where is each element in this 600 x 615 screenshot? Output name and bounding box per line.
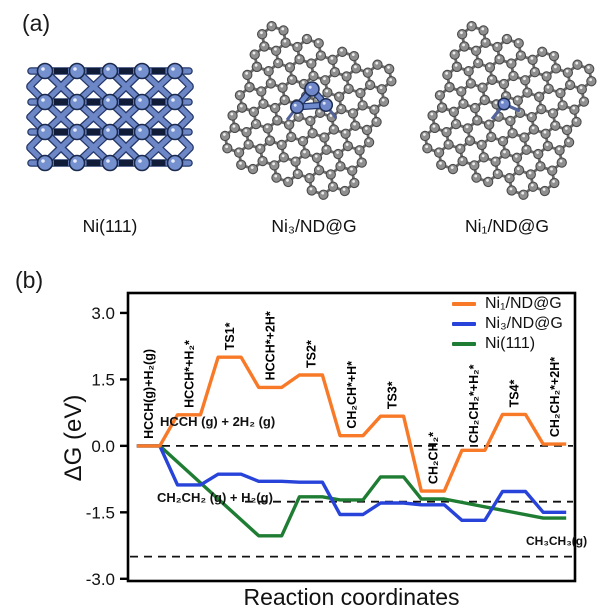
state-label-8: CH₂CH₂*+H₂*	[467, 364, 481, 443]
y-tick-label-2: 0.0	[91, 437, 115, 456]
ni3-cluster	[285, 81, 338, 121]
state-label-7: CH₂CH₂*	[426, 432, 440, 484]
series-line-2	[136, 444, 567, 538]
ni3-ndg-graphene	[219, 21, 397, 200]
state-label-1: HCCH*+H₂*	[182, 340, 196, 408]
state-label-5: CH₂CH*+H*	[345, 361, 359, 429]
legend-swatch-ni1-ndg	[452, 302, 476, 306]
series-line-1	[136, 444, 567, 522]
panel-b-label: (b)	[15, 267, 44, 293]
state-label-2: TS1*	[223, 322, 237, 350]
panel-a-structures	[26, 21, 597, 200]
ni1-atom	[490, 97, 521, 120]
y-tick-label-4: -3.0	[86, 570, 115, 589]
legend-swatch-ni111	[452, 342, 476, 346]
state-label-10: CH₂CH₂*+2H*	[548, 357, 562, 437]
legend-item-ni3-ndg: Ni₃/ND@G	[452, 314, 563, 334]
chart-legend: Ni₁/ND@G Ni₃/ND@G Ni(111)	[452, 294, 563, 354]
legend-swatch-ni3-ndg	[452, 322, 476, 326]
annotation-ch2ch2-h2-level: CH₂CH₂ (g) + H₂(g)	[157, 490, 273, 505]
state-label-9: TS4*	[508, 379, 522, 407]
state-label-6: TS3*	[386, 381, 400, 409]
y-tick-label-0: 3.0	[91, 304, 115, 323]
ni1-ndg-caption: Ni₁/ND@G	[465, 216, 549, 236]
legend-label-ni1-ndg: Ni₁/ND@G	[485, 295, 562, 312]
state-label-3: HCCH*+2H*	[264, 311, 278, 380]
series-line-0	[136, 355, 567, 493]
y-tick-label-3: -1.5	[86, 503, 115, 522]
plot-frame	[126, 291, 577, 583]
ni3-ndg-caption: Ni₃/ND@G	[271, 216, 357, 236]
annotation-hcch-2h2-level: HCCH (g) + 2H₂ (g)	[160, 414, 276, 429]
legend-item-ni111: Ni(111)	[452, 334, 563, 354]
legend-label-ni111: Ni(111)	[485, 335, 536, 352]
legend-item-ni1-ndg: Ni₁/ND@G	[452, 294, 563, 314]
free-energy-chart: 3.0 1.5 0.0 -1.5 -3.0 HCCH(g)+H₂(g) HCCH*+H₂* T…	[86, 291, 577, 589]
y-tick-label-1: 1.5	[91, 370, 115, 389]
x-axis-title: Reaction coordinates	[243, 584, 460, 610]
ni1-ndg-graphene	[419, 21, 597, 200]
state-label-0: HCCH(g)+H₂(g)	[142, 349, 156, 439]
y-axis-title: ΔG (eV)	[60, 394, 87, 482]
annotation-ch3ch3-level: CH₃CH₃(g)	[526, 534, 588, 548]
legend-label-ni3-ndg: Ni₃/ND@G	[485, 315, 563, 332]
ni111-caption: Ni(111)	[82, 216, 138, 236]
state-label-4: TS2*	[304, 340, 318, 368]
panel-a-label: (a)	[22, 10, 51, 36]
ni111-structure	[26, 62, 194, 172]
